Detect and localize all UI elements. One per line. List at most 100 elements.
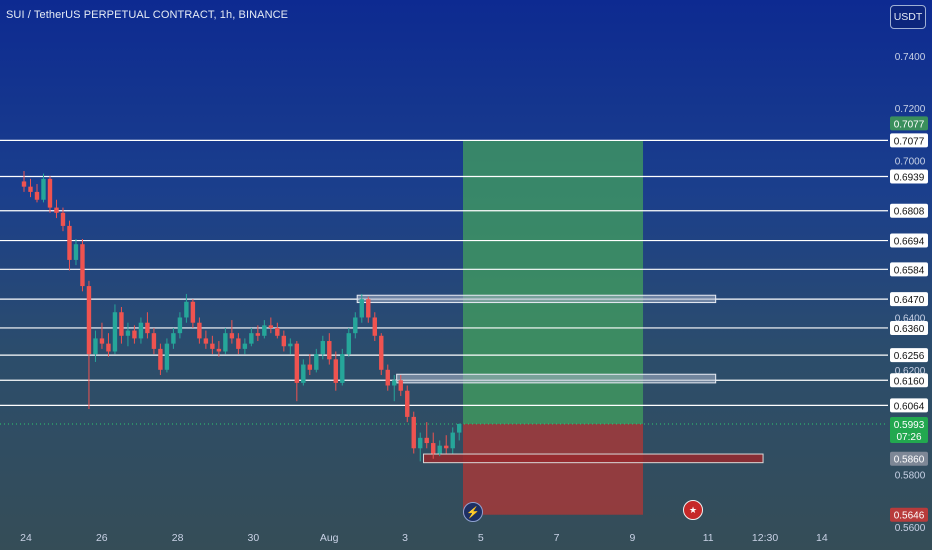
candle-body [158, 348, 163, 370]
countdown-label: 07:26 [896, 432, 921, 443]
candle-body [73, 244, 79, 260]
x-tick-label: 3 [402, 532, 408, 544]
candle-body [366, 299, 371, 318]
candle-body [392, 380, 397, 386]
candle-body [372, 317, 377, 336]
x-tick-label: 11 [703, 532, 714, 544]
x-tick-label: 24 [20, 532, 32, 544]
price-tag [890, 507, 928, 522]
chart-title: SUI / TetherUS PERPETUAL CONTRACT, 1h, B… [6, 9, 289, 21]
lightning-icon[interactable]: ⚡ [463, 502, 483, 522]
candle-body [327, 341, 332, 360]
zone-box [356, 294, 717, 304]
candle-body [385, 369, 390, 386]
price-tag-label: 0.7077 [894, 119, 925, 130]
candle-body [151, 333, 157, 349]
x-tick-label: 12:30 [752, 532, 778, 544]
candle-body [281, 335, 287, 347]
level-price-label: 0.6256 [894, 351, 925, 362]
candle-body [236, 338, 241, 349]
level-price-label: 0.6064 [894, 401, 925, 412]
candle-body [164, 343, 170, 370]
level-price-tag [890, 348, 928, 363]
zone-box [423, 453, 764, 464]
currency-button[interactable]: USDT [890, 5, 926, 29]
y-tick-label: 0.7000 [895, 157, 926, 168]
candle-body [457, 423, 462, 433]
price-tag [890, 416, 928, 443]
candle-body [431, 443, 436, 454]
level-price-label: 0.6160 [894, 376, 925, 387]
candle-body [249, 333, 254, 344]
candle-body [21, 181, 27, 187]
candle-body [106, 343, 111, 352]
level-price-tag [890, 169, 928, 184]
candle-body [203, 338, 209, 344]
y-tick-label: 0.6400 [895, 313, 926, 324]
level-price-label: 0.6808 [894, 207, 925, 218]
price-tag-label: 0.5993 [894, 420, 925, 431]
candle-body [411, 416, 416, 449]
candle-body [418, 437, 423, 449]
candle-body [242, 343, 248, 349]
candle-body [41, 178, 46, 200]
candle-body [405, 390, 410, 417]
candle-body [67, 225, 72, 260]
candle-body [359, 299, 364, 318]
candle-body [34, 191, 40, 200]
candle-body [119, 312, 124, 336]
candle-body [99, 338, 105, 344]
candle-body [229, 333, 235, 339]
candle-body [112, 312, 118, 352]
candle-body [80, 244, 85, 287]
candle-body [437, 445, 442, 454]
candle-body [346, 333, 351, 355]
x-tick-label: 7 [554, 532, 560, 544]
candle-body [268, 325, 274, 328]
candle-body [444, 445, 449, 449]
x-tick-label: 14 [816, 532, 828, 544]
candle-body [54, 207, 59, 213]
x-tick-label: 26 [96, 532, 108, 544]
candle-body [340, 354, 345, 383]
candle-body [210, 343, 215, 349]
candle-body [314, 354, 319, 370]
candle-body [262, 325, 267, 336]
candle-body [93, 338, 98, 355]
y-tick-label: 0.6200 [895, 366, 926, 377]
y-tick-label: 0.5600 [895, 523, 926, 534]
level-price-label: 0.6939 [894, 172, 925, 183]
level-price-label: 0.7077 [894, 136, 925, 147]
candle-body [320, 341, 326, 355]
level-price-tag [890, 320, 928, 335]
zone-box [396, 373, 717, 384]
price-tag [890, 116, 928, 131]
price-tag-label: 0.5646 [894, 511, 925, 522]
level-price-label: 0.6360 [894, 324, 925, 335]
candle-body [301, 364, 306, 383]
candle-body [307, 364, 313, 370]
candle-body [86, 286, 92, 355]
x-tick-label: 30 [248, 532, 260, 544]
candle-body [138, 322, 144, 339]
level-price-tag [890, 398, 928, 413]
candle-body [275, 327, 280, 336]
candle-body [216, 348, 222, 352]
candle-body [171, 333, 176, 344]
candle-body [177, 317, 183, 334]
price-tag-label: 0.5860 [894, 455, 925, 466]
x-tick-label: 28 [172, 532, 184, 544]
us-flag-icon[interactable]: ★ [683, 500, 703, 520]
level-price-label: 0.6694 [894, 237, 925, 248]
level-price-tag [890, 233, 928, 248]
candle-body [294, 343, 300, 383]
price-tag [890, 451, 928, 466]
candle-body [333, 359, 338, 383]
candle-body [28, 186, 33, 192]
candle-body [223, 333, 228, 352]
candle-body [125, 330, 131, 336]
candle-body [288, 343, 293, 347]
loss-zone [463, 423, 644, 515]
